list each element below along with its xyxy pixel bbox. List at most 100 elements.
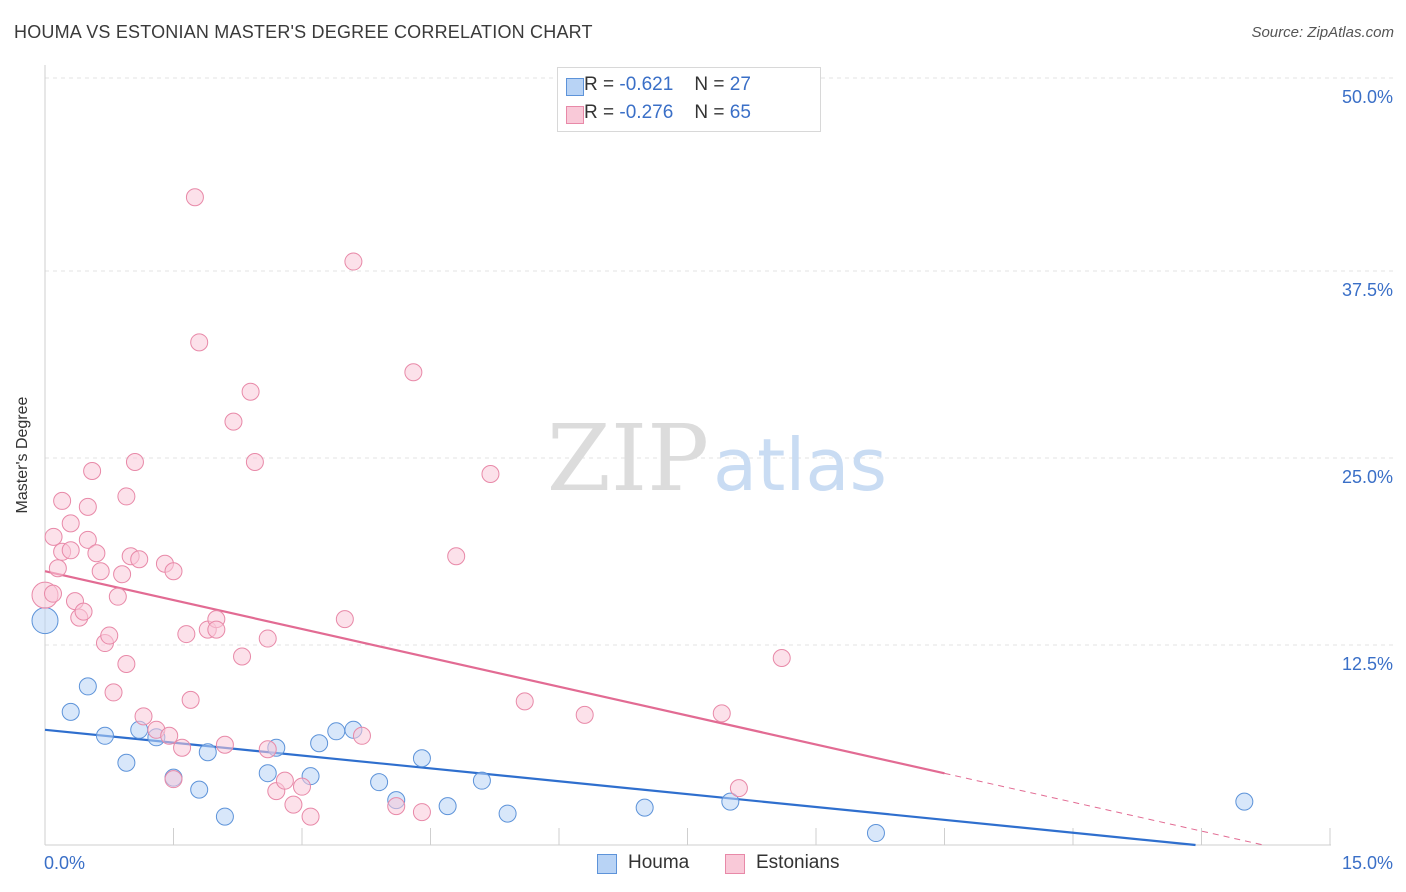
watermark-atlas: atlas [713, 423, 887, 507]
y-axis-label: Master's Degree [14, 396, 31, 514]
estonians-r-value: -0.276 [619, 102, 674, 123]
houma-point-21 [472, 771, 491, 790]
estonians-point-4 [53, 491, 72, 510]
estonians-point-44 [258, 629, 277, 648]
estonians-n-value: 65 [729, 102, 751, 123]
estonians-point-32 [177, 625, 196, 644]
estonians-point-34 [185, 188, 204, 207]
houma-point-19 [412, 749, 431, 768]
estonians-point-28 [160, 726, 179, 745]
estonians-point-19 [113, 565, 132, 584]
estonians-point-48 [284, 795, 303, 814]
houma-point-2 [78, 677, 97, 696]
houma-point-22 [498, 804, 517, 823]
houma-point-23 [635, 798, 654, 817]
estonians-point-16 [100, 626, 119, 645]
bottom-legend-houma[interactable]: Houma [597, 852, 690, 874]
houma-point-10 [215, 807, 234, 826]
houma-n-value: 27 [729, 74, 751, 95]
estonians-legend-swatch [725, 854, 745, 874]
houma-point-26 [1235, 792, 1254, 811]
estonians-point-47 [275, 771, 294, 790]
grid-lines [45, 77, 1393, 646]
tick-labels: 12.5% 25.0% 37.5% 50.0% 0.0% 15.0% [44, 87, 1393, 873]
estonians-point-14 [91, 562, 110, 581]
houma-point-3 [95, 726, 114, 745]
estonians-point-61 [712, 704, 731, 723]
x-tick-label-1: 15.0% [1342, 853, 1393, 873]
houma-point-20 [438, 797, 457, 816]
estonians-point-25 [134, 707, 153, 726]
estonians-point-29 [164, 562, 183, 581]
estonians-point-24 [130, 550, 149, 569]
houma-legend-label: Houma [628, 852, 690, 873]
watermark-zip: ZIP [547, 405, 709, 512]
houma-point-17 [370, 773, 389, 792]
estonians-point-17 [104, 683, 123, 702]
houma-point-24 [721, 792, 740, 811]
estonians-point-40 [224, 412, 243, 431]
estonians-point-1 [44, 527, 63, 546]
estonians-point-49 [293, 777, 311, 796]
estonians-trend-extension [944, 772, 1264, 846]
estonians-point-30 [164, 770, 183, 789]
estonians-point-57 [447, 547, 466, 566]
houma-point-14 [310, 734, 329, 753]
estonians-point-20 [117, 654, 136, 673]
houma-point-11 [258, 764, 277, 783]
houma-point-0 [31, 607, 59, 635]
estonians-point-45 [258, 740, 277, 759]
estonians-point-23 [125, 453, 144, 472]
data-points [31, 188, 1254, 843]
estonians-point-11 [78, 530, 97, 549]
houma-swatch [566, 78, 584, 96]
estonians-point-6 [61, 541, 80, 560]
y-tick-label-1: 25.0% [1342, 467, 1393, 487]
estonians-point-43 [245, 453, 264, 472]
estonians-point-31 [173, 738, 192, 757]
estonians-point-51 [335, 610, 354, 629]
estonians-point-53 [352, 726, 371, 745]
estonians-point-5 [61, 514, 80, 533]
houma-point-25 [866, 824, 885, 843]
houma-point-1 [61, 702, 80, 721]
estonians-point-10 [78, 497, 97, 516]
axes [44, 65, 1331, 846]
houma-point-9 [198, 743, 217, 762]
stats-legend: R = -0.621 N = 27 R = -0.276 N = 65 [557, 67, 821, 132]
estonians-point-38 [207, 620, 226, 639]
estonians-r-label: R = [584, 102, 615, 123]
watermark: ZIP atlas [547, 405, 887, 512]
estonians-point-13 [87, 544, 106, 563]
houma-legend-swatch [597, 854, 617, 874]
houma-point-8 [190, 780, 209, 799]
estonians-point-18 [108, 587, 127, 606]
x-tick-label-0: 0.0% [44, 853, 85, 873]
trend-lines [44, 570, 1264, 847]
estonians-point-62 [729, 779, 748, 798]
estonians-point-56 [412, 803, 431, 822]
y-tick-label-0: 12.5% [1342, 654, 1393, 674]
estonians-point-60 [575, 705, 594, 724]
estonians-point-21 [117, 487, 136, 506]
chart-title: HOUMA VS ESTONIAN MASTER'S DEGREE CORREL… [14, 22, 593, 42]
houma-point-15 [327, 722, 346, 741]
estonians-point-55 [404, 363, 423, 382]
source-label: Source: ZipAtlas.com [1251, 24, 1394, 41]
estonians-point-64 [44, 584, 62, 603]
houma-point-4 [117, 753, 136, 772]
estonians-point-58 [481, 464, 500, 483]
estonians-point-33 [181, 690, 200, 709]
legend-row-estonians: R = -0.276 N = 65 [566, 102, 751, 124]
estonians-point-12 [83, 462, 102, 480]
estonians-point-59 [515, 692, 534, 711]
bottom-legend-estonians[interactable]: Estonians [725, 852, 840, 874]
estonians-point-41 [233, 647, 252, 666]
estonians-point-54 [387, 797, 406, 816]
estonians-point-2 [48, 559, 67, 578]
estonians-legend-label: Estonians [756, 852, 840, 873]
estonians-swatch [566, 106, 584, 124]
estonians-point-9 [74, 602, 93, 621]
estonians-point-63 [772, 649, 791, 667]
